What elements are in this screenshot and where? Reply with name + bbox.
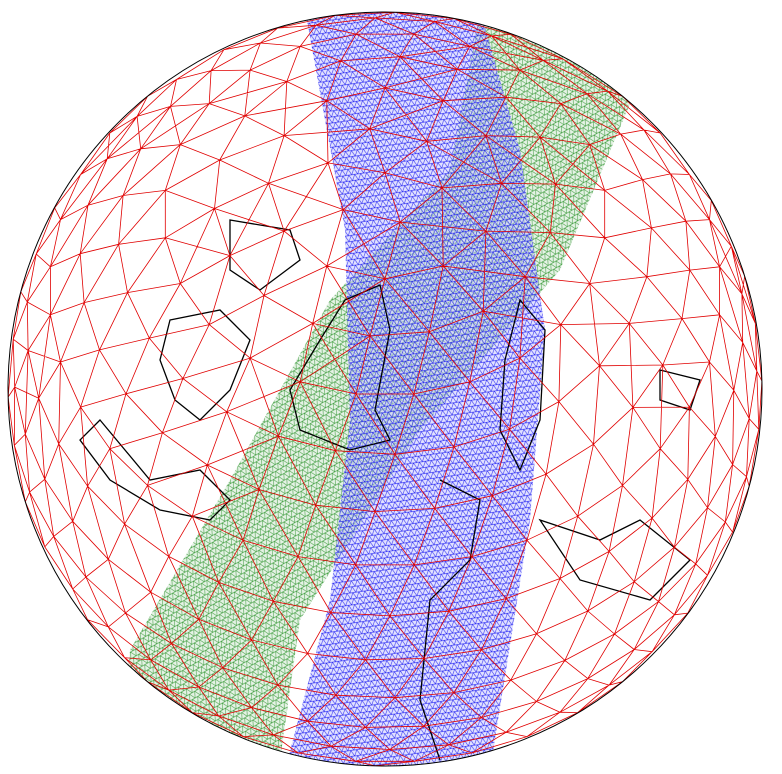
coastline	[229, 219, 301, 291]
coastlines	[79, 219, 701, 761]
coastline	[419, 479, 481, 761]
coastline	[289, 284, 391, 451]
coastline	[499, 298, 546, 472]
coastline	[659, 369, 701, 411]
coastline	[538, 518, 691, 601]
coastline	[159, 309, 251, 421]
globe-contents	[8, 12, 762, 766]
coastline	[79, 419, 231, 521]
globe-outline	[7, 11, 763, 767]
mesh-edges	[8, 12, 762, 766]
